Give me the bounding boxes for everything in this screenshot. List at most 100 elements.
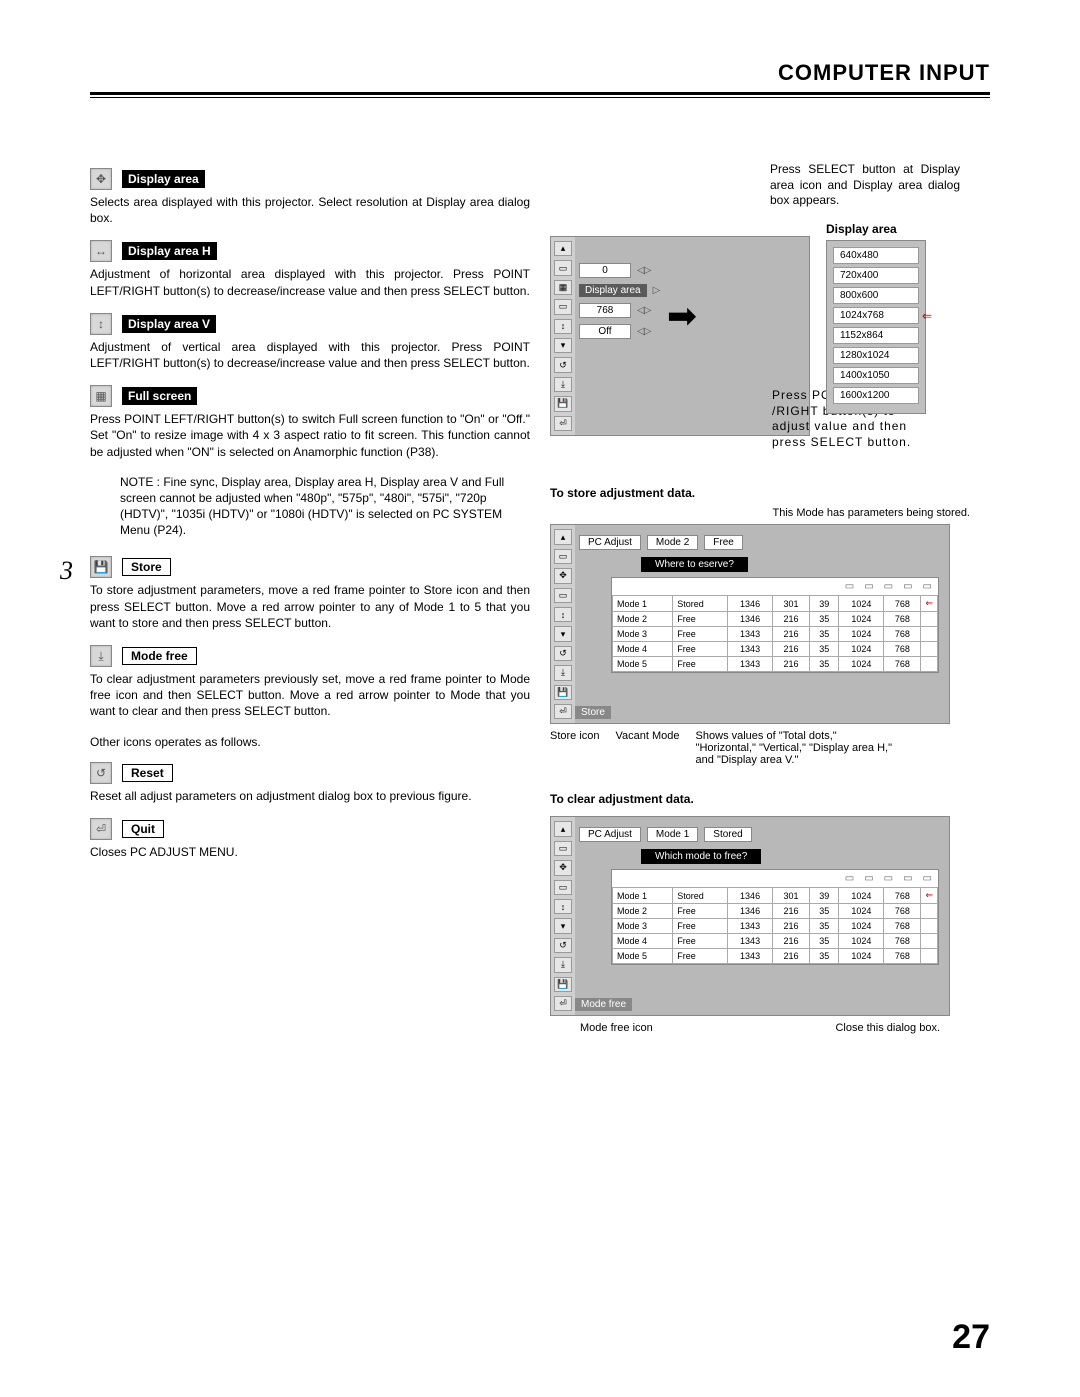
store-dialog-title: Where to eserve?: [641, 557, 748, 572]
mode-free-icon: ⤓: [90, 645, 112, 667]
reset-text: Reset all adjust parameters on adjustmen…: [90, 788, 530, 804]
table-cell: 768: [884, 612, 921, 627]
clear-table-icons: ▭▭▭▭▭: [612, 870, 938, 887]
table-row: Mode 3Free1343216351024768: [613, 627, 938, 642]
table-cell: 1346: [728, 612, 773, 627]
table-row: Mode 1Stored1346301391024768⇐: [613, 596, 938, 612]
display-area-h-text: Adjustment of horizontal area displayed …: [90, 266, 530, 298]
side-icon: ↕: [554, 899, 572, 914]
clear-header: PC Adjust Mode 1 Stored: [579, 825, 943, 843]
store-header-mode: Mode 2: [647, 535, 698, 550]
resolution-item: 1400x1050: [833, 367, 919, 384]
table-cell: 35: [810, 612, 839, 627]
quit-icon: ⏎: [90, 818, 112, 840]
store-header-free: Free: [704, 535, 743, 550]
resolution-item: 720x400: [833, 267, 919, 284]
quit-text: Closes PC ADJUST MENU.: [90, 844, 530, 860]
table-cell: 768: [884, 919, 921, 934]
table-cell: [921, 919, 938, 934]
table-cell: 35: [810, 919, 839, 934]
table-cell: Stored: [673, 888, 728, 904]
store-callout-a: Store icon: [550, 730, 600, 766]
table-cell: 1024: [839, 934, 884, 949]
side-icon: ⤓: [554, 665, 572, 680]
table-cell: Mode 3: [613, 627, 673, 642]
arrow-icons: ◁▷: [637, 305, 650, 316]
side-icon: ↺: [554, 646, 572, 661]
value-off: Off: [579, 324, 631, 339]
clear-callout-b: Close this dialog box.: [835, 1022, 940, 1034]
table-cell: 1024: [839, 904, 884, 919]
table-cell: ⇐: [921, 888, 938, 904]
clear-header-mode: Mode 1: [647, 827, 698, 842]
side-icon: ▭: [554, 260, 572, 275]
table-cell: [921, 657, 938, 672]
store-callout-b: Vacant Mode: [616, 730, 680, 766]
store-callout-c: Shows values of "Total dots," "Horizonta…: [696, 730, 896, 766]
side-icon: ▭: [554, 588, 572, 603]
section-display-area-v: ↕ Display area V Adjustment of vertical …: [90, 313, 530, 371]
table-cell: 768: [884, 596, 921, 612]
section-store: 💾 Store To store adjustment parameters, …: [90, 556, 530, 631]
table-cell: [921, 627, 938, 642]
table-cell: Mode 4: [613, 934, 673, 949]
table-row: Mode 2Free1346216351024768: [613, 904, 938, 919]
table-cell: Free: [673, 949, 728, 964]
table-cell: 768: [884, 642, 921, 657]
side-icon: ⤓: [554, 957, 572, 972]
quit-label: Quit: [122, 820, 164, 838]
table-cell: 35: [810, 904, 839, 919]
content-columns: ✥ Display area Selects area displayed wi…: [90, 168, 990, 1060]
table-cell: Mode 5: [613, 657, 673, 672]
side-icon: ▾: [554, 338, 572, 353]
table-cell: 1346: [728, 888, 773, 904]
table-cell: 35: [810, 627, 839, 642]
side-icon: ▭: [554, 549, 572, 564]
clear-callout-a: Mode free icon: [580, 1022, 653, 1034]
display-area-v-icon: ↕: [90, 313, 112, 335]
side-icon: ▴: [554, 241, 572, 256]
table-row: Mode 5Free1343216351024768: [613, 657, 938, 672]
table-cell: Mode 2: [613, 904, 673, 919]
table-cell: 216: [772, 612, 809, 627]
side-icon: ✥: [554, 568, 572, 583]
store-callouts: Store icon Vacant Mode Shows values of "…: [550, 730, 970, 766]
store-heading: To store adjustment data.: [550, 486, 970, 500]
store-block: To store adjustment data. This Mode has …: [550, 486, 970, 766]
arrow-icons: ◁▷: [637, 326, 650, 337]
table-cell: 1024: [839, 596, 884, 612]
table-cell: 1024: [839, 612, 884, 627]
clear-dialog-title: Which mode to free?: [641, 849, 761, 864]
other-icons-text: Other icons operates as follows.: [90, 734, 530, 750]
clear-screenshot: ▴ ▭ ✥ ▭ ↕ ▾ ↺ ⤓ 💾 ⏎ PC Adjust Mode 1 Sto…: [550, 816, 950, 1016]
store-top-caption: This Mode has parameters being stored.: [550, 506, 970, 520]
side-icon: ▾: [554, 626, 572, 641]
resolution-item: 1600x1200: [833, 387, 919, 404]
selection-arrow-icon: ⇐: [922, 309, 932, 323]
section-full-screen: ▦ Full screen Press POINT LEFT/RIGHT but…: [90, 385, 530, 460]
value-0: 0: [579, 263, 631, 278]
table-cell: Mode 4: [613, 642, 673, 657]
resolution-item: 800x600: [833, 287, 919, 304]
table-cell: 1024: [839, 919, 884, 934]
store-icon: 💾: [90, 556, 112, 578]
table-cell: 1024: [839, 657, 884, 672]
table-cell: [921, 904, 938, 919]
table-cell: ⇐: [921, 596, 938, 612]
arrow-icon: ▷: [653, 285, 660, 296]
table-row: Mode 5Free1343216351024768: [613, 949, 938, 964]
display-area-icon: ✥: [90, 168, 112, 190]
side-icon: ▭: [554, 299, 572, 314]
value-768: 768: [579, 303, 631, 318]
clear-callouts: Mode free icon Close this dialog box.: [550, 1022, 970, 1034]
table-cell: 1346: [728, 904, 773, 919]
side-icon: ▴: [554, 821, 572, 836]
side-icon: ⏎: [554, 996, 572, 1011]
page-header-title: COMPUTER INPUT: [90, 60, 990, 92]
table-row: Mode 2Free1346216351024768: [613, 612, 938, 627]
big-arrow-icon: ➡: [667, 295, 697, 337]
table-cell: 216: [772, 949, 809, 964]
clear-footer-label: Mode free: [575, 998, 632, 1011]
store-text: To store adjustment parameters, move a r…: [90, 582, 530, 631]
table-cell: 39: [810, 888, 839, 904]
